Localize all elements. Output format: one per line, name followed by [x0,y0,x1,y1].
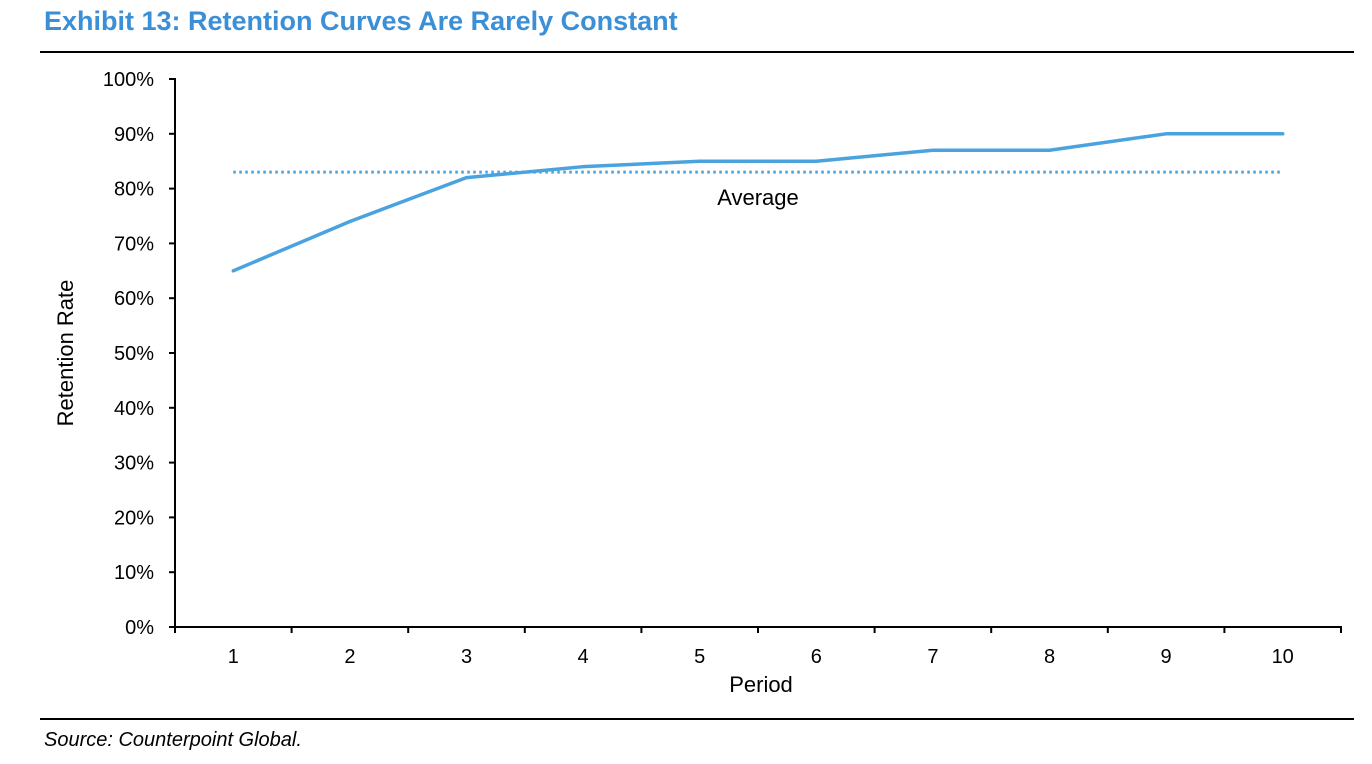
source-note: Source: Counterpoint Global. [44,729,302,751]
retention-data-point [1164,132,1168,136]
retention-data-point [814,159,818,163]
y-tick-label: 20% [114,507,154,529]
y-tick-label: 80% [114,179,154,201]
y-tick-label: 70% [114,233,154,255]
x-tick-label: 5 [694,646,705,668]
retention-series-line [231,132,1285,273]
bottom-rule [40,718,1354,720]
retention-data-point [464,176,469,180]
exhibit-title: Exhibit 13: Retention Curves Are Rarely … [44,6,678,36]
x-tick-label: 3 [461,646,472,668]
x-tick-label: 6 [811,646,822,668]
retention-data-point [698,159,702,163]
x-tick-label: 7 [927,646,938,668]
x-tick-label: 9 [1161,646,1172,668]
retention-data-point [931,148,935,152]
x-tick-label: 1 [228,646,239,668]
top-rule [40,51,1354,53]
y-tick-label: 10% [114,562,154,584]
retention-data-point [231,269,235,273]
y-tick-label: 30% [114,453,154,475]
x-axis-title: Period [729,672,793,697]
y-tick-label: 0% [125,617,154,639]
retention-data-point [581,165,585,169]
retention-data-point [1047,148,1052,152]
retention-data-point [348,219,352,224]
y-axis-title: Retention Rate [53,280,78,427]
retention-data-point [1281,132,1285,136]
y-tick-label: 100% [103,69,154,91]
x-tick-label: 2 [344,646,355,668]
x-tick-label: 4 [578,646,589,668]
y-tick-label: 60% [114,288,154,310]
x-tick-label: 10 [1272,646,1294,668]
y-tick-label: 50% [114,343,154,365]
y-tick-label: 40% [114,398,154,420]
y-tick-label: 90% [114,124,154,146]
average-label: Average [717,185,799,210]
x-tick-label: 8 [1044,646,1055,668]
